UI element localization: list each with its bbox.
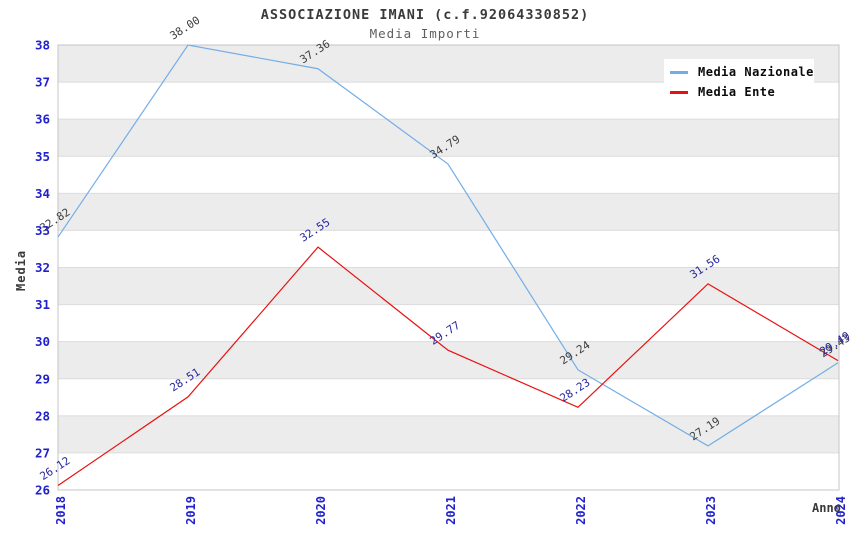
chart-title: ASSOCIAZIONE IMANI (c.f.92064330852) xyxy=(260,7,590,23)
y-tick-label: 28 xyxy=(35,408,50,423)
legend: Media Nazionale Media Ente xyxy=(664,59,814,104)
x-tick-label: 2023 xyxy=(704,496,718,525)
y-tick-label: 33 xyxy=(35,223,50,238)
y-tick-label: 27 xyxy=(35,445,50,460)
y-tick-label: 30 xyxy=(35,334,50,349)
x-tick-label: 2018 xyxy=(54,496,68,525)
legend-swatch-red-line-icon xyxy=(670,90,688,94)
series-line-media-nazionale xyxy=(57,44,839,447)
grid-band xyxy=(58,304,839,342)
x-tick-label: 2020 xyxy=(314,496,328,525)
y-tick-label: 35 xyxy=(35,149,50,164)
chart-subtitle: Media Importi xyxy=(369,26,481,41)
y-tick-label: 29 xyxy=(35,371,50,386)
legend-item-media-ente: Media Ente xyxy=(670,85,808,99)
grid-band xyxy=(58,341,839,379)
legend-label: Media Nazionale xyxy=(698,65,814,79)
y-tick-label: 34 xyxy=(35,186,50,201)
x-axis-label: Anno xyxy=(812,501,841,515)
grid-band xyxy=(58,415,839,453)
grid-band xyxy=(58,156,839,194)
y-tick-label: 38 xyxy=(35,38,50,53)
grid-band xyxy=(58,119,839,157)
legend-swatch-blue-line-icon xyxy=(670,70,688,74)
grid-band xyxy=(58,193,839,231)
y-tick-label: 37 xyxy=(35,75,50,90)
grid-band xyxy=(58,267,839,305)
y-tick-label: 26 xyxy=(35,483,50,498)
x-tick-label: 2021 xyxy=(444,496,458,525)
x-tick-label: 2024 xyxy=(834,496,848,525)
plot-border xyxy=(57,44,840,491)
grid-band xyxy=(58,452,839,490)
y-tick-label: 36 xyxy=(35,112,50,127)
y-axis-label: Media xyxy=(14,249,28,291)
x-tick-label: 2022 xyxy=(574,496,588,525)
y-tick-label: 31 xyxy=(35,297,50,312)
series-line-media-ente xyxy=(57,246,839,487)
y-tick-label: 32 xyxy=(35,260,50,275)
grid-band xyxy=(58,230,839,268)
legend-item-media-nazionale: Media Nazionale xyxy=(670,65,813,79)
legend-label: Media Ente xyxy=(698,85,776,99)
x-tick-label: 2019 xyxy=(184,496,198,525)
